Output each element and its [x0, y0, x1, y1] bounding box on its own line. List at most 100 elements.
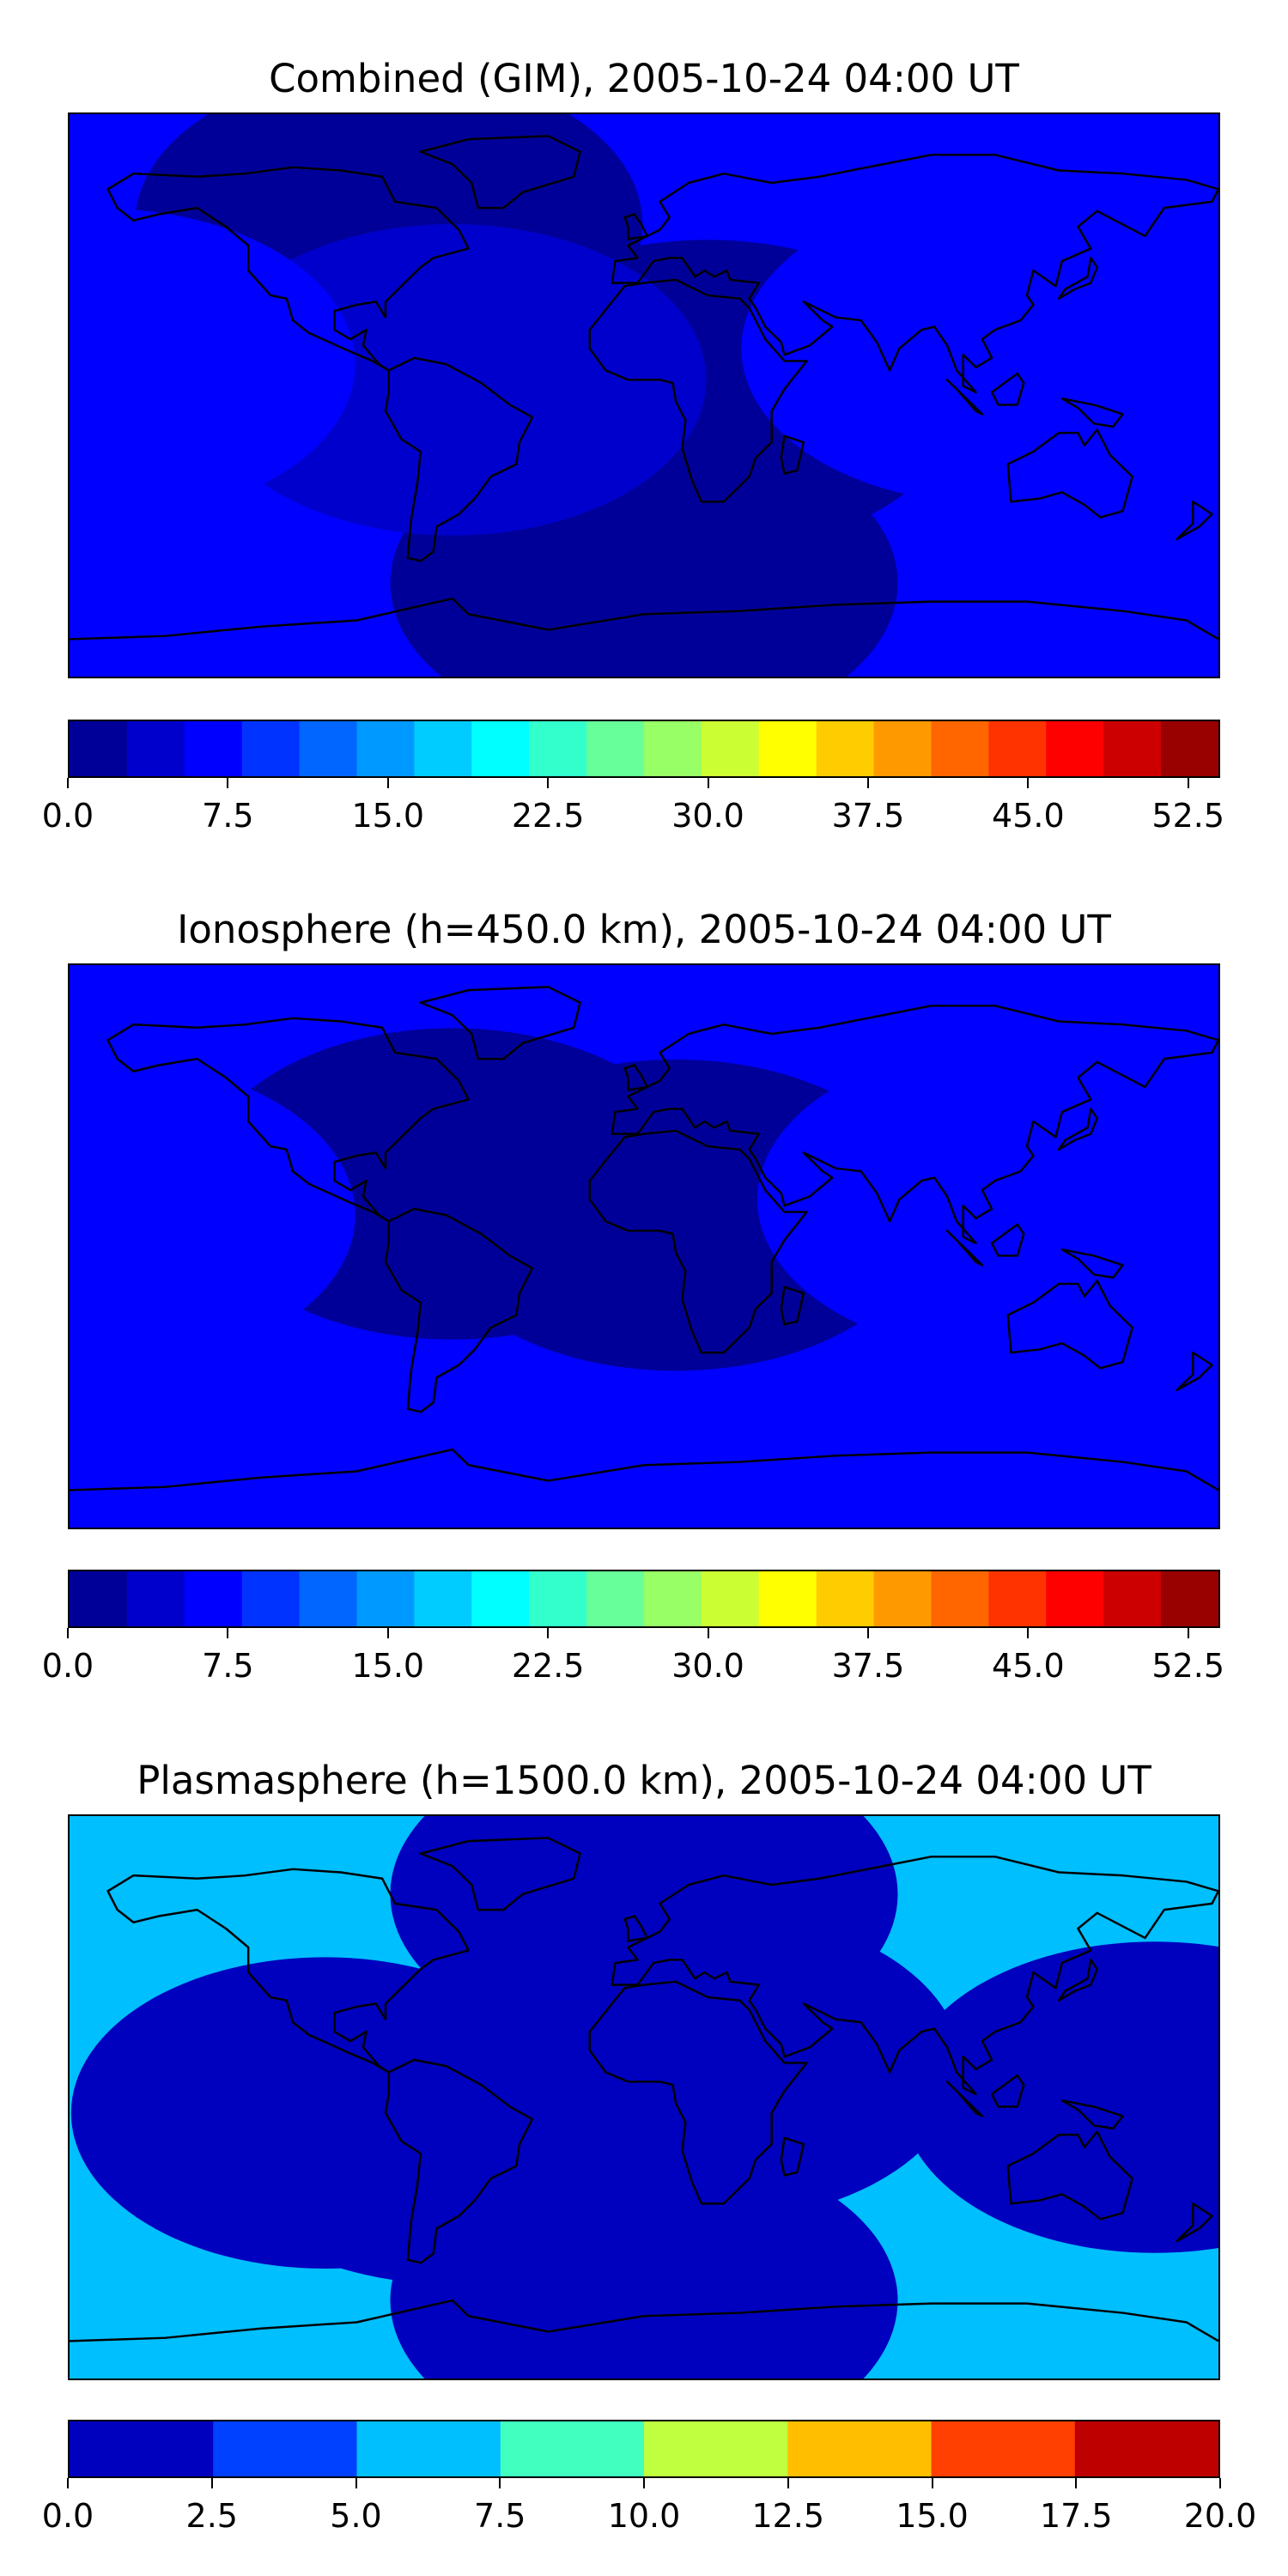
map-plot [68, 1814, 1220, 2380]
colorbar-tick-label: 0.0 [41, 797, 94, 835]
colorbar-tick-mark [67, 778, 69, 788]
colorbar-segment [644, 2421, 788, 2476]
coastline-new-guinea [1060, 397, 1124, 428]
colorbar-tick-label: 2.5 [185, 2497, 238, 2535]
coastline-new-guinea [1060, 2099, 1124, 2130]
coastline-borneo [990, 2074, 1025, 2108]
colorbar-tick-label: 52.5 [1151, 1647, 1225, 1685]
colorbar-tick-label: 17.5 [1039, 2497, 1113, 2535]
coastline-australia [1006, 428, 1133, 519]
colorbar-tick-mark [67, 1628, 69, 1638]
colorbar [68, 2420, 1220, 2478]
colorbar-segment [1046, 1571, 1104, 1626]
colorbar-tick-mark [499, 2478, 501, 2488]
colorbar-segment [471, 721, 530, 776]
coastline-madagascar [780, 2136, 805, 2177]
colorbar-tick-label: 37.5 [831, 1647, 905, 1685]
coastline-africa [588, 278, 808, 503]
colorbar-tick-mark [707, 778, 709, 788]
contour-blob [70, 208, 355, 520]
colorbar-tick-label: 10.0 [607, 2497, 681, 2535]
colorbar-segment [299, 1571, 358, 1626]
colorbar-tick-label: 20.0 [1183, 2497, 1257, 2535]
colorbar-segment [931, 1571, 989, 1626]
coastline-europe-asia [611, 1005, 1218, 1245]
coastline-australia [1006, 1279, 1133, 1370]
coastline-south-america [384, 1207, 534, 1413]
coastline-north-america [106, 166, 470, 372]
colorbar-tick-mark [1027, 778, 1030, 788]
colorbar-ticks: 0.0 7.5 15.0 22.5 30.0 37.5 45.0 52.5 [42, 778, 1224, 835]
colorbar-tick-mark [227, 1628, 229, 1638]
colorbar-tick-label: 52.5 [1151, 797, 1225, 835]
colorbar-tick-mark [866, 778, 869, 788]
colorbar-segment [758, 1571, 817, 1626]
coastline-sumatra [945, 2081, 984, 2117]
coastline-antarctica [70, 2299, 1218, 2342]
map-svg [70, 1816, 1218, 2379]
coastline-madagascar [780, 434, 805, 475]
colorbar-segment [414, 721, 472, 776]
coastline-greenland [419, 135, 581, 210]
colorbar-tick-mark [210, 2478, 213, 2488]
colorbar-segment [701, 1571, 760, 1626]
coastline-new-zealand [1176, 2202, 1213, 2243]
colorbar-segment [299, 721, 358, 776]
colorbar-segment [1074, 2421, 1218, 2476]
contour-blob [901, 1075, 1218, 1387]
colorbar-tick-label: 45.0 [992, 1647, 1065, 1685]
colorbar-tick-mark [1075, 2478, 1078, 2488]
colorbar-tick-mark [866, 1628, 869, 1638]
colorbar-tick-mark [787, 2478, 789, 2488]
colorbar-ticks: 0.0 7.5 15.0 22.5 30.0 37.5 45.0 52.5 [42, 1628, 1224, 1685]
contour-blob [901, 1941, 1218, 2253]
colorbar-tick-label: 22.5 [511, 797, 585, 835]
coastline-south-america [384, 356, 534, 562]
contour-blob [70, 1059, 355, 1371]
colorbar-tick-mark [1187, 1628, 1189, 1638]
colorbar-segment [1046, 721, 1104, 776]
coastline-greenland [419, 1837, 581, 1911]
colorbar-tick-mark [643, 2478, 645, 2488]
coastline-british-isles [623, 1064, 648, 1091]
map-plot [68, 112, 1220, 678]
colorbar-tick-mark [707, 1628, 709, 1638]
colorbar-segment [644, 1571, 702, 1626]
colorbar-segment [70, 1571, 128, 1626]
colorbar-tick-label: 22.5 [511, 1647, 585, 1685]
colorbar-tick-label: 15.0 [351, 1647, 425, 1685]
colorbar-tick-label: 30.0 [671, 1647, 744, 1685]
coastline-british-isles [623, 1915, 648, 1942]
colorbar-segment [586, 1571, 645, 1626]
colorbar-tick-mark [67, 2478, 69, 2488]
coastline-north-america [106, 1017, 470, 1223]
colorbar-segment [988, 1571, 1047, 1626]
colorbar-segment [70, 721, 128, 776]
colorbar-tick-label: 30.0 [671, 797, 744, 835]
colorbar-segment [529, 721, 587, 776]
colorbar-segment [213, 2421, 358, 2476]
colorbar-tick-mark [547, 778, 550, 788]
colorbar-tick-mark [1027, 1628, 1030, 1638]
colorbar-segment [126, 1571, 185, 1626]
colorbar-segment [356, 721, 415, 776]
coastline-japan [1057, 1959, 1098, 2002]
colorbar-segment [471, 1571, 530, 1626]
colorbar-segment [414, 1571, 472, 1626]
colorbar-segment [70, 2421, 214, 2476]
coastline-antarctica [70, 597, 1218, 641]
coastline-antarctica [70, 1448, 1218, 1492]
colorbar-segment [873, 721, 933, 776]
coastline-british-isles [623, 213, 648, 240]
colorbar-segment [356, 2421, 501, 2476]
coastline-europe-asia [611, 1856, 1218, 2096]
colorbar-ticks: 0.0 2.5 5.0 7.5 10.0 12.5 15.0 17.5 20.0 [42, 2478, 1256, 2535]
colorbar-segment [356, 1571, 415, 1626]
colorbar-tick-label: 0.0 [41, 1647, 94, 1685]
coastline-greenland [419, 986, 581, 1060]
colorbar-tick-label: 7.5 [202, 797, 254, 835]
colorbar-tick-label: 15.0 [896, 2497, 969, 2535]
colorbar-segment [1103, 721, 1162, 776]
coastline-borneo [990, 1223, 1025, 1257]
coastline-borneo [990, 372, 1025, 406]
